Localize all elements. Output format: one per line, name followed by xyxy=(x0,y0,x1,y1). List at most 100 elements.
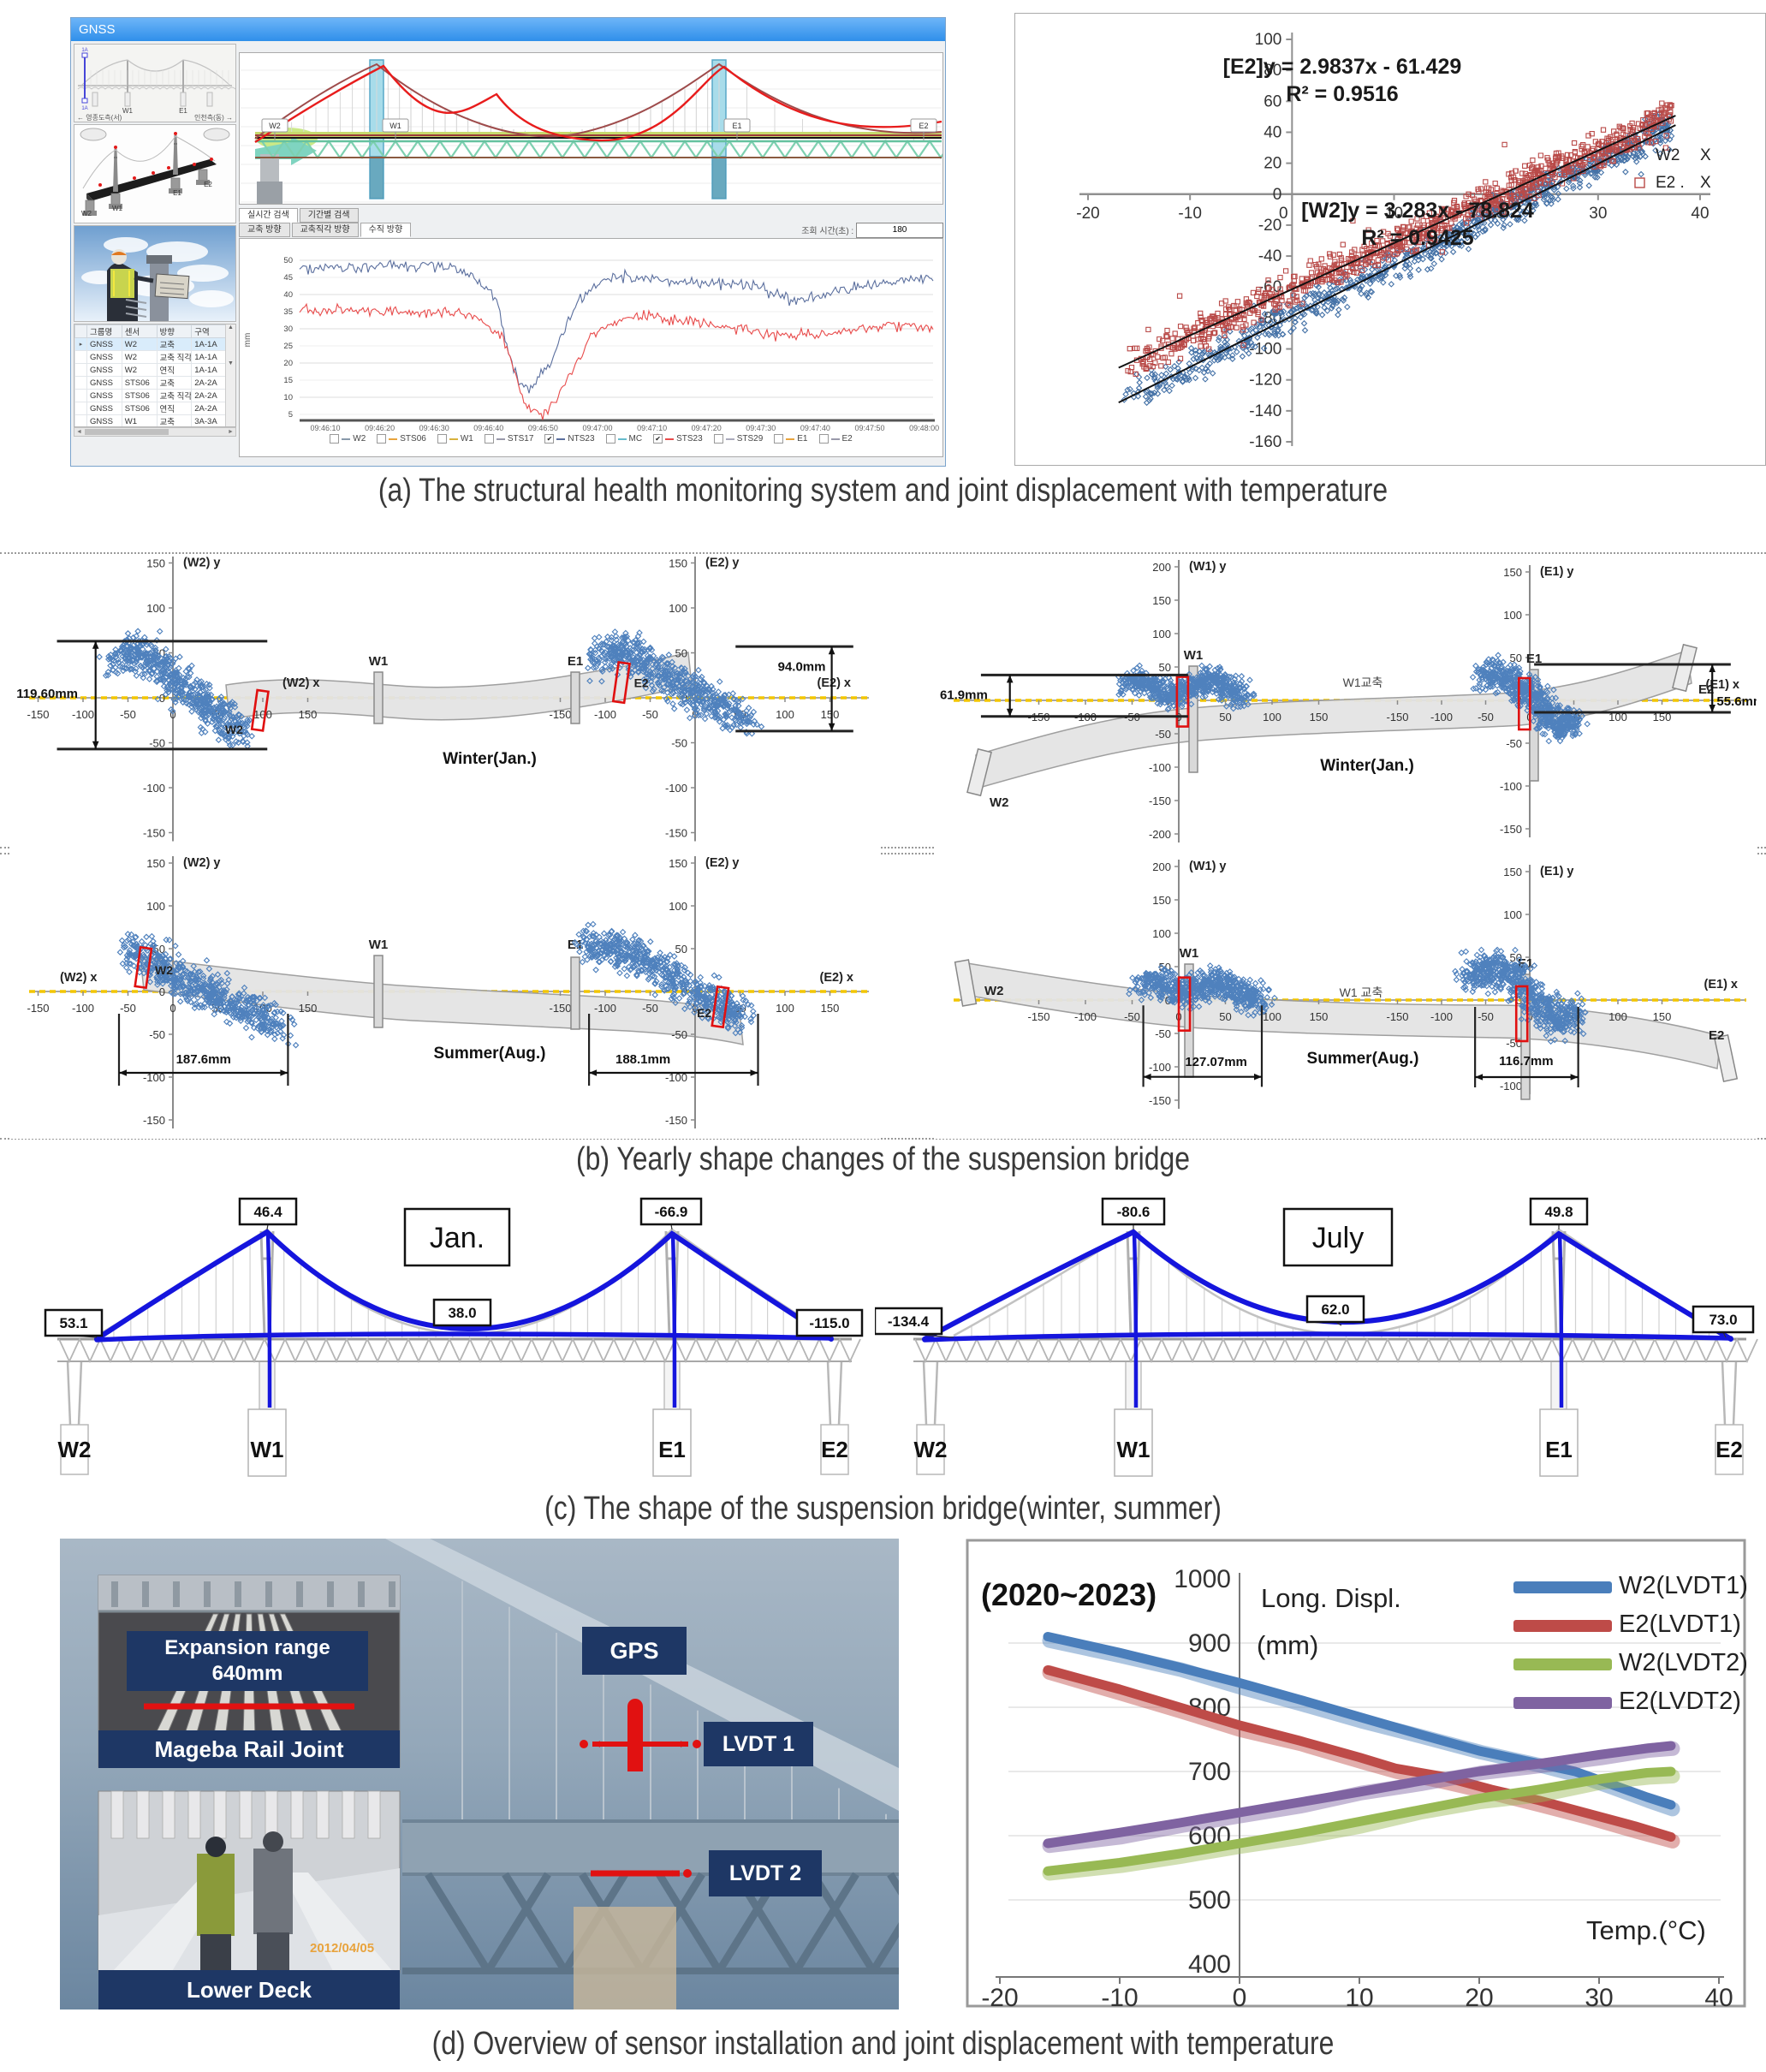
svg-text:-50: -50 xyxy=(1506,1037,1522,1050)
svg-text:W2: W2 xyxy=(1656,146,1680,164)
svg-text:150: 150 xyxy=(821,708,840,721)
legend-item-STS29[interactable]: STS29 xyxy=(713,434,763,444)
svg-text:[E2]y = 2.9837x - 61.429: [E2]y = 2.9837x - 61.429 xyxy=(1223,55,1462,79)
svg-text:(W2) x: (W2) x xyxy=(60,971,98,985)
svg-text:-10: -10 xyxy=(1178,205,1201,223)
table-row[interactable]: GNSS STS06 연직 2A-2A xyxy=(74,402,227,415)
legend-item-STS17[interactable]: STS17 xyxy=(484,434,533,444)
svg-text:30: 30 xyxy=(1585,1984,1613,2008)
table-row[interactable]: GNSS STS06 교축 2A-2A xyxy=(74,376,227,390)
tab-realtime-search[interactable]: 실시간 검색 xyxy=(239,208,298,223)
svg-text:(E2) x: (E2) x xyxy=(818,676,852,690)
svg-text:50: 50 xyxy=(1219,711,1231,723)
svg-text:100: 100 xyxy=(669,900,687,913)
divider xyxy=(0,847,1766,848)
svg-text:20: 20 xyxy=(1465,1984,1493,2008)
svg-text:0: 0 xyxy=(692,1002,698,1015)
svg-text:E2: E2 xyxy=(919,122,928,130)
svg-text:W1: W1 xyxy=(369,654,389,669)
legend-item-STS23[interactable]: ✔ STS23 xyxy=(653,434,703,444)
svg-text:-150: -150 xyxy=(1500,823,1522,836)
legend-item-E2[interactable]: E2 xyxy=(818,434,853,444)
bridge-3d-view: W2 W1 E1 E2 xyxy=(74,124,236,223)
svg-text:-20: -20 xyxy=(1258,217,1281,235)
legend-item-W1[interactable]: W1 xyxy=(437,434,473,444)
svg-text:(E2) y: (E2) y xyxy=(705,856,740,870)
table-row[interactable]: GNSS W1 교축 3A-3A xyxy=(74,414,227,426)
svg-text:50: 50 xyxy=(1159,661,1171,674)
svg-text:-150: -150 xyxy=(549,708,571,721)
tab-period-search[interactable]: 기간별 검색 xyxy=(299,208,359,223)
svg-text:-50: -50 xyxy=(120,1002,136,1015)
gnss-body: W1 E1 ← 영종도측(서) 인천측(동) → 1A 1A W2 W1 E1 E2 그룹명 센서… xyxy=(71,41,945,467)
svg-text:-100: -100 xyxy=(1500,780,1522,793)
svg-text:20: 20 xyxy=(1264,155,1281,173)
svg-text:100: 100 xyxy=(776,708,794,721)
svg-text:-150: -150 xyxy=(1149,795,1171,807)
svg-text:-140: -140 xyxy=(1249,402,1281,420)
svg-text:127.07mm: 127.07mm xyxy=(1185,1055,1247,1069)
svg-text:09:47:00: 09:47:00 xyxy=(582,424,612,432)
svg-text:188.1mm: 188.1mm xyxy=(615,1052,670,1067)
table-row[interactable]: GNSS W2 교축 직각 1A-1A xyxy=(74,350,227,364)
caption-d: (d) Overview of sensor installation and … xyxy=(431,2026,1335,2062)
sensor-installation-photo: Expansion range 640mm Mageba Rail Joint … xyxy=(60,1539,899,2009)
svg-text:E1: E1 xyxy=(1545,1437,1573,1462)
svg-text:100: 100 xyxy=(1263,1010,1281,1023)
gps-label: GPS xyxy=(582,1627,687,1675)
svg-text:-150: -150 xyxy=(665,827,687,840)
svg-text:-134.4: -134.4 xyxy=(888,1313,930,1330)
svg-text:50: 50 xyxy=(283,256,293,265)
svg-text:Jan.: Jan. xyxy=(430,1222,485,1254)
svg-text:W2: W2 xyxy=(58,1437,92,1462)
table-horizontal-scrollbar[interactable]: ◄ ► xyxy=(74,427,236,437)
gnss-titlebar[interactable]: GNSS xyxy=(71,18,945,41)
svg-text:50: 50 xyxy=(1510,652,1522,664)
table-row[interactable]: GNSS W2 연직 1A-1A xyxy=(74,363,227,377)
svg-text:150: 150 xyxy=(669,557,687,570)
svg-text:E2: E2 xyxy=(697,1006,711,1020)
legend-item-STS06[interactable]: STS06 xyxy=(377,434,426,444)
svg-text:(E2) x: (E2) x xyxy=(820,971,854,985)
svg-text:Winter(Jan.): Winter(Jan.) xyxy=(443,750,537,768)
svg-text:-50: -50 xyxy=(642,708,658,721)
svg-text:-150: -150 xyxy=(1386,711,1408,723)
lvdt2-label: LVDT 2 xyxy=(709,1850,822,1896)
svg-text:E1: E1 xyxy=(173,189,181,197)
svg-text:W1: W1 xyxy=(122,107,134,115)
svg-text:55.6mm: 55.6mm xyxy=(1716,694,1757,709)
query-time-input[interactable] xyxy=(856,222,943,238)
table-vertical-scrollbar[interactable]: ▲ ▼ xyxy=(225,324,235,426)
svg-text:-150: -150 xyxy=(27,708,49,721)
table-row[interactable]: ▸ GNSS W2 교축 1A-1A xyxy=(74,337,227,351)
table-row[interactable]: GNSS STS06 교축 직각 2A-2A xyxy=(74,389,227,402)
svg-text:-50: -50 xyxy=(1124,1010,1140,1023)
svg-text:W2: W2 xyxy=(984,984,1004,998)
tab-vertical-direction[interactable]: 수직 방향 xyxy=(360,223,412,237)
svg-text:W2(LVDT1): W2(LVDT1) xyxy=(1619,1572,1746,1599)
svg-text:09:46:40: 09:46:40 xyxy=(473,424,503,432)
sensor-table[interactable]: 그룹명 센서 방향 구역 ▸ GNSS W2 교축 1A-1A GNSS W2 교축 직각 1A-1A G… xyxy=(74,324,227,426)
svg-text:100: 100 xyxy=(669,602,687,615)
svg-text:09:46:30: 09:46:30 xyxy=(419,424,449,432)
gnss-timeseries-chart: 5 10 15 20 25 30 35 40 45 50 mm 09:46:10 09:46:20 09:… xyxy=(239,238,943,457)
legend-item-W2[interactable]: W2 xyxy=(330,434,366,444)
svg-text:-150: -150 xyxy=(143,827,165,840)
sensor-table-panel: 그룹명 센서 방향 구역 ▸ GNSS W2 교축 1A-1A GNSS W2 교축 직각 1A-1A G… xyxy=(74,324,236,427)
legend-item-NTS23[interactable]: ✔ NTS23 xyxy=(544,434,595,444)
svg-text:10: 10 xyxy=(1345,1984,1373,2008)
tab-transverse-direction[interactable]: 교축직각 방향 xyxy=(291,223,359,237)
tab-longitudinal-direction[interactable]: 교축 방향 xyxy=(239,223,290,237)
svg-text:-10: -10 xyxy=(1101,1984,1138,2008)
svg-text:Long. Displ.: Long. Displ. xyxy=(1261,1583,1401,1613)
caption-c: (c) The shape of the suspension bridge(w… xyxy=(544,1491,1222,1527)
svg-text:E2: E2 xyxy=(1715,1437,1743,1462)
photo-date: 2012/04/05 xyxy=(310,1941,375,1956)
svg-text:W1: W1 xyxy=(369,938,389,952)
svg-text:(E1) x: (E1) x xyxy=(1706,678,1740,692)
svg-text:-100: -100 xyxy=(143,782,165,795)
legend-item-MC[interactable]: MC xyxy=(605,434,642,444)
svg-text:-100: -100 xyxy=(665,782,687,795)
svg-text:(W1) y: (W1) y xyxy=(1189,560,1227,574)
legend-item-E1[interactable]: E1 xyxy=(774,434,808,444)
